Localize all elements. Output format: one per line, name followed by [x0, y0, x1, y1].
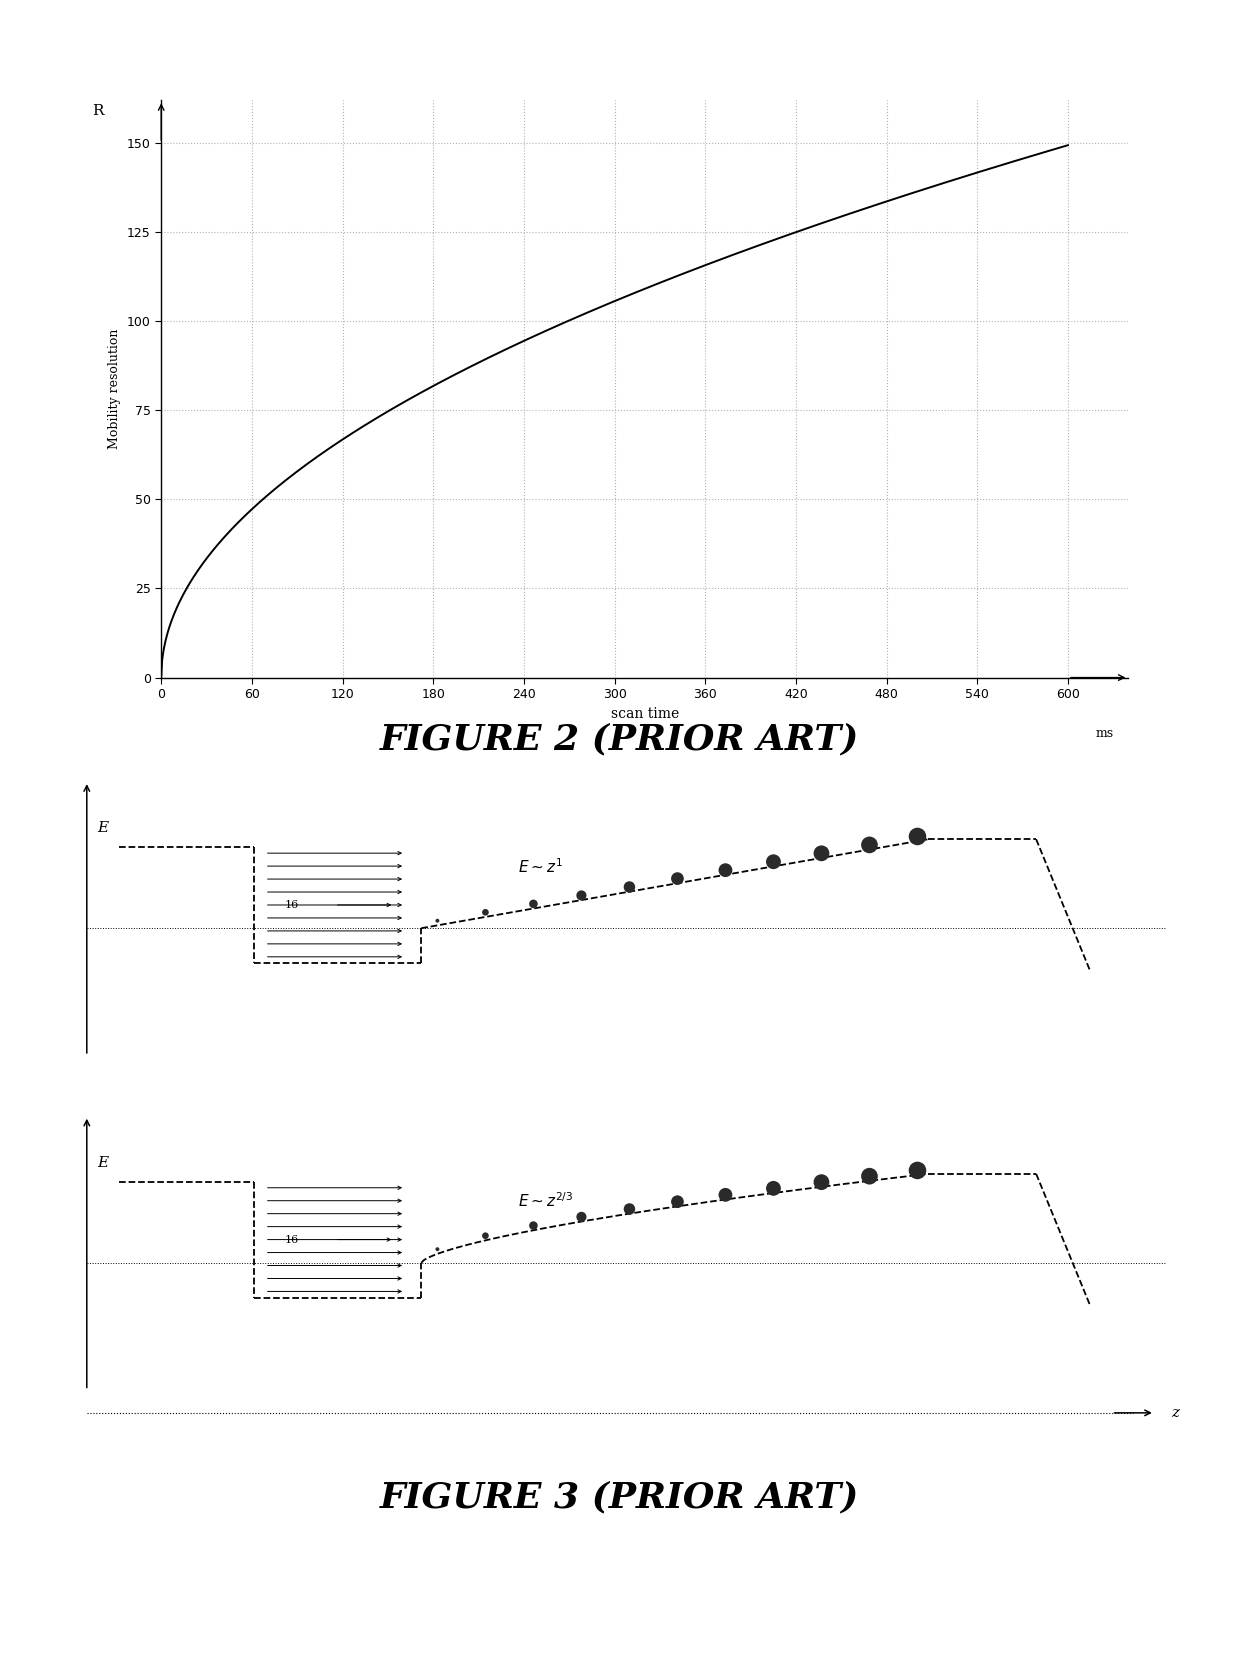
Point: [428, 907, 448, 934]
Y-axis label: Mobility resolution: Mobility resolution: [108, 330, 122, 448]
Point: [523, 1213, 543, 1240]
Point: [859, 1163, 879, 1190]
Point: [764, 1174, 784, 1201]
Text: $E\sim z^{2/3}$: $E\sim z^{2/3}$: [518, 1191, 574, 1210]
Point: [908, 823, 928, 850]
Point: [572, 1203, 591, 1230]
Text: $E\sim z^1$: $E\sim z^1$: [518, 857, 563, 875]
Point: [715, 857, 735, 883]
Point: [811, 1169, 831, 1196]
Point: [667, 1188, 687, 1215]
Point: [908, 1158, 928, 1184]
Text: FIGURE 2 (PRIOR ART): FIGURE 2 (PRIOR ART): [381, 723, 859, 756]
Text: ms: ms: [1095, 728, 1114, 741]
Point: [811, 840, 831, 867]
Point: [572, 882, 591, 908]
Text: FIGURE 3 (PRIOR ART): FIGURE 3 (PRIOR ART): [381, 1481, 859, 1514]
Point: [859, 831, 879, 858]
Text: 16: 16: [285, 900, 299, 910]
Point: [428, 1236, 448, 1263]
Point: [667, 865, 687, 892]
Text: E: E: [98, 821, 109, 835]
Point: [523, 890, 543, 917]
Text: E: E: [98, 1156, 109, 1169]
X-axis label: scan time: scan time: [610, 706, 680, 721]
Point: [620, 1196, 640, 1223]
Text: 16: 16: [285, 1235, 299, 1245]
Point: [715, 1181, 735, 1208]
Text: z: z: [1171, 1405, 1179, 1420]
Point: [764, 848, 784, 875]
Text: R: R: [92, 104, 103, 119]
Point: [620, 873, 640, 900]
Point: [475, 898, 495, 925]
Point: [475, 1223, 495, 1250]
